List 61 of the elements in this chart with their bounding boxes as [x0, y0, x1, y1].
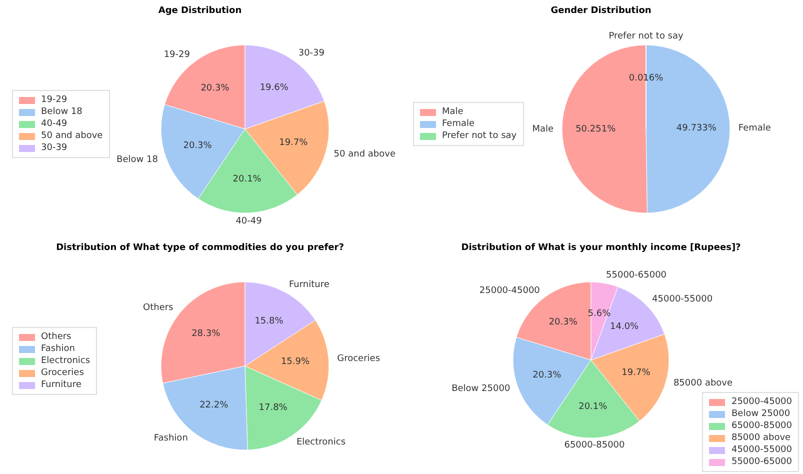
data-label: 20.1% — [232, 174, 262, 184]
legend-label: Below 25000 — [731, 408, 790, 420]
legend-label: Below 18 — [41, 106, 82, 118]
data-label: 49.733% — [676, 124, 717, 134]
slice-label: Female — [738, 123, 772, 134]
slice-label: 45000-55000 — [652, 294, 713, 305]
data-label: 17.8% — [258, 402, 288, 413]
legend-label: 50 and above — [41, 130, 103, 142]
data-label: 19.6% — [260, 82, 289, 93]
slice-label: Below 25000 — [452, 384, 510, 394]
chart-title: Distribution of What type of commodities do you prefer? — [55, 243, 345, 253]
chart-title: Age Distribution — [157, 6, 243, 16]
legend-label: 19-29 — [41, 94, 68, 106]
legend-label: 85000 above — [731, 432, 791, 444]
legend-label: Female — [442, 118, 475, 130]
data-label: 20.1% — [578, 402, 608, 412]
data-label: 20.3% — [183, 140, 212, 151]
legend-label: Groceries — [41, 367, 84, 379]
legend-label: Furniture — [41, 379, 82, 391]
data-label: 22.2% — [200, 400, 229, 411]
legend-label: 45000-55000 — [731, 444, 792, 456]
slice-label: 19-29 — [164, 50, 190, 60]
legend-label: 40-49 — [41, 118, 68, 130]
data-label: 19.7% — [622, 368, 651, 378]
legend-label: 65000-85000 — [731, 420, 792, 432]
slice-label: 30-39 — [298, 48, 325, 59]
slice-label: Electronics — [296, 438, 346, 448]
data-label: 20.3% — [548, 317, 578, 328]
data-label: 19.7% — [279, 138, 308, 148]
slice-label: Below 18 — [116, 155, 158, 166]
legend-label: Prefer not to say — [442, 130, 517, 142]
slice-label: 25000-45000 — [479, 286, 540, 296]
slice-label: 40-49 — [236, 216, 262, 226]
legend-label: Fashion — [41, 343, 75, 355]
legend-label: 25000-45000 — [731, 396, 792, 408]
slice-label: 85000 above — [673, 378, 734, 389]
data-label: 50.251% — [576, 124, 616, 134]
legend-label: 30-39 — [41, 142, 68, 154]
slice-label: 65000-85000 — [564, 440, 626, 451]
data-label: 15.8% — [254, 316, 284, 327]
slice-label: Prefer not to say — [608, 32, 684, 42]
data-label: 20.3% — [200, 84, 230, 94]
slice-label: 50 and above — [334, 150, 396, 160]
chart-title: Gender Distribution — [550, 6, 652, 16]
legend-label: Electronics — [41, 355, 90, 367]
legend-label: Male — [442, 106, 464, 118]
slice-label: Furniture — [289, 280, 330, 290]
data-label: 15.9% — [280, 357, 310, 368]
legend-label: 55000-65000 — [731, 456, 792, 468]
data-label: 5.6% — [588, 308, 612, 319]
slice-label: Male — [532, 124, 554, 135]
chart-title: Distribution of What is your monthly income [Rupees]? — [460, 243, 742, 253]
data-label: 20.3% — [532, 370, 562, 381]
slice-label: Fashion — [154, 434, 188, 444]
data-label: 0.016% — [628, 74, 664, 84]
slice-label: 55000-65000 — [606, 270, 667, 281]
slice-label: Others — [143, 302, 174, 313]
slice-label: Groceries — [337, 354, 380, 364]
data-label: 28.3% — [192, 329, 221, 340]
data-label: 14.0% — [610, 322, 640, 332]
legend-label: Others — [41, 331, 72, 343]
